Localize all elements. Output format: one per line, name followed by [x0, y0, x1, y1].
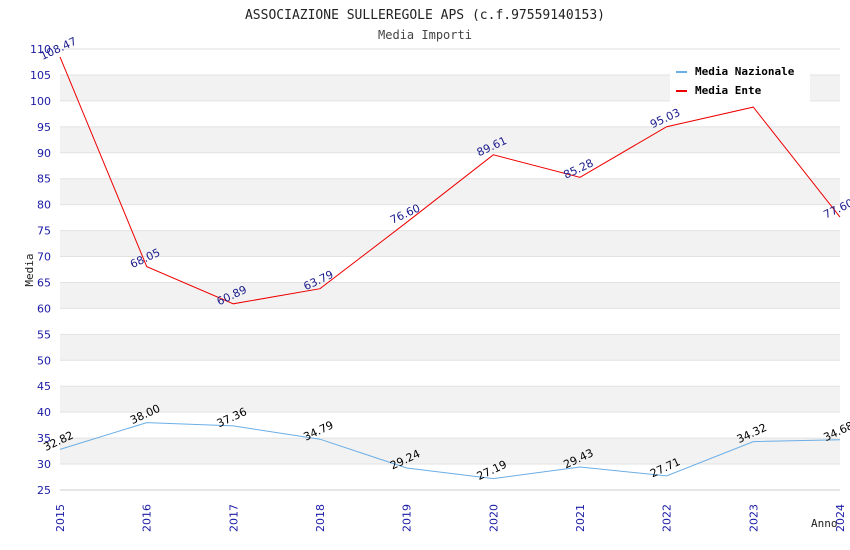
y-tick-labels: 25 30 35 40 45 50 55 60 65 70 75 80 85 90 95 100 105 110 — [30, 43, 51, 497]
y-tick-label: 100 — [30, 95, 51, 108]
y-tick-label: 90 — [37, 147, 51, 160]
legend-box — [670, 62, 810, 102]
plot-band — [60, 126, 840, 153]
y-tick-label: 25 — [37, 484, 51, 497]
chart-subtitle: Media Importi — [378, 28, 472, 42]
y-tick-label: 70 — [37, 251, 51, 264]
x-tick-label: 2016 — [141, 504, 154, 532]
x-tick-label: 2017 — [227, 504, 240, 532]
series-lines — [59, 56, 841, 480]
x-axis-label: Anno — [811, 517, 838, 530]
plot-band — [60, 178, 840, 205]
y-tick-label: 35 — [37, 432, 51, 445]
y-tick-label: 95 — [37, 121, 51, 134]
x-tick-label: 2023 — [747, 504, 760, 532]
legend-label-media-ente: Media Ente — [695, 84, 762, 97]
y-tick-label: 50 — [37, 354, 51, 367]
plot-band — [60, 282, 840, 309]
plot-band — [60, 386, 840, 413]
x-tick-label: 2024 — [834, 504, 847, 532]
y-axis-label: Media — [23, 253, 36, 286]
y-tick-label: 40 — [37, 406, 51, 419]
data-label: 108.47 — [38, 35, 78, 63]
y-tick-label: 30 — [37, 458, 51, 471]
plot-band — [60, 438, 840, 465]
plot-band — [60, 230, 840, 257]
x-tick-label: 2020 — [487, 504, 500, 532]
plot-band — [60, 334, 840, 361]
y-tick-label: 65 — [37, 276, 51, 289]
y-tick-label: 45 — [37, 380, 51, 393]
y-tick-label: 105 — [30, 69, 51, 82]
chart-title: ASSOCIAZIONE SULLEREGOLE APS (c.f.975591… — [245, 8, 605, 23]
x-tick-label: 2018 — [314, 504, 327, 532]
series-line-media-nazionale — [59, 422, 841, 480]
y-tick-label: 60 — [37, 302, 51, 315]
x-tick-label: 2022 — [661, 504, 674, 532]
y-tick-label: 85 — [37, 173, 51, 186]
data-label: 85.28 — [561, 157, 595, 182]
y-tick-label: 55 — [37, 328, 51, 341]
x-tick-label: 2021 — [574, 504, 587, 532]
y-tick-label: 80 — [37, 199, 51, 212]
series-line-media-ente — [59, 56, 841, 305]
legend: Media Nazionale Media Ente — [670, 62, 810, 102]
grid-lines — [60, 48, 840, 491]
y-tick-label: 75 — [37, 225, 51, 238]
legend-label-media-nazionale: Media Nazionale — [695, 65, 795, 78]
x-tick-labels: 2015 2016 2017 2018 2019 2020 2021 2022 2023 2024 — [54, 504, 847, 532]
y-tick-label: 110 — [30, 43, 51, 56]
plot-bands — [60, 74, 840, 465]
x-tick-label: 2019 — [401, 504, 414, 532]
x-tick-label: 2015 — [54, 504, 67, 532]
